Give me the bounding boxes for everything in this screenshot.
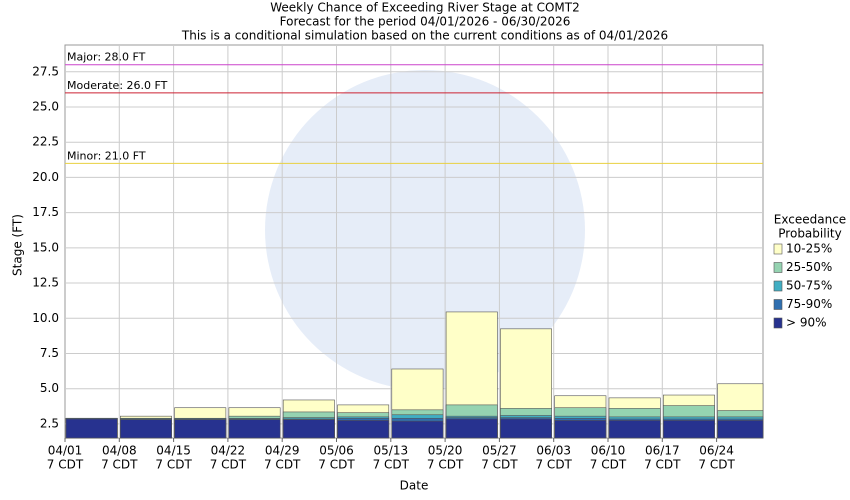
legend-swatch	[773, 280, 783, 292]
x-tick-label: 06/17	[645, 444, 680, 458]
bar	[65, 418, 118, 439]
bar	[717, 420, 764, 439]
y-tick-label: 25.0	[32, 99, 59, 113]
chart-title: Weekly Chance of Exceeding River Stage a…	[270, 1, 579, 15]
y-tick-label: 15.0	[32, 240, 59, 254]
bar	[120, 419, 172, 439]
y-tick-label: 10.0	[32, 311, 59, 325]
legend-swatch	[773, 243, 783, 255]
x-tick-label: 05/13	[374, 444, 409, 458]
x-tick-label: 05/06	[319, 444, 354, 458]
x-tick-label: 06/10	[591, 444, 626, 458]
chart-subtitle: Forecast for the period 04/01/2026 - 06/…	[280, 15, 571, 29]
bar	[337, 420, 390, 439]
y-tick-label: 2.5	[40, 416, 59, 430]
legend-swatch	[773, 262, 783, 273]
y-tick-label: 12.5	[32, 276, 59, 290]
x-tick-label: 06/24	[699, 444, 734, 458]
threshold-label: Minor: 21.0 FT	[67, 149, 146, 162]
chart-note: This is a conditional simulation based o…	[181, 29, 668, 43]
y-axis-label: Stage (FT)	[11, 214, 25, 276]
y-tick-label: 7.5	[40, 346, 59, 360]
x-tick-sublabel: 7 CDT	[318, 458, 355, 472]
legend-label: 50-75%	[786, 279, 832, 293]
x-tick-sublabel: 7 CDT	[427, 458, 464, 472]
x-tick-label: 04/08	[102, 444, 137, 458]
bar	[282, 419, 335, 439]
x-tick-sublabel: 7 CDT	[101, 458, 138, 472]
y-tick-label: 17.5	[32, 205, 59, 219]
x-tick-label: 04/29	[265, 444, 300, 458]
x-tick-sublabel: 7 CDT	[535, 458, 572, 472]
x-axis-label: Date	[400, 479, 429, 493]
bar	[174, 419, 227, 439]
bar	[228, 419, 281, 439]
x-tick-label: 05/27	[482, 444, 517, 458]
legend-label: 10-25%	[786, 242, 832, 256]
legend-title: Probability	[778, 227, 841, 241]
threshold-label: Moderate: 26.0 FT	[67, 79, 168, 92]
bar	[554, 420, 607, 439]
bar	[500, 418, 552, 439]
legend-swatch	[773, 317, 783, 329]
x-tick-label: 06/03	[536, 444, 571, 458]
legend-swatch	[773, 299, 783, 310]
bar	[608, 420, 661, 439]
legend-label: 25-50%	[786, 260, 832, 274]
y-tick-label: 27.5	[32, 64, 59, 78]
x-tick-sublabel: 7 CDT	[590, 458, 627, 472]
threshold-label: Major: 28.0 FT	[67, 51, 146, 64]
x-tick-label: 04/01	[48, 444, 83, 458]
x-tick-label: 05/20	[428, 444, 463, 458]
legend-label: > 90%	[786, 316, 827, 330]
bar	[445, 418, 498, 439]
watermark	[265, 70, 585, 390]
x-tick-sublabel: 7 CDT	[481, 458, 518, 472]
y-tick-label: 22.5	[32, 135, 59, 149]
x-tick-sublabel: 7 CDT	[373, 458, 410, 472]
x-tick-sublabel: 7 CDT	[264, 458, 301, 472]
y-tick-label: 20.0	[32, 170, 59, 184]
bar	[391, 420, 444, 439]
y-tick-label: 5.0	[40, 381, 59, 395]
x-tick-sublabel: 7 CDT	[698, 458, 735, 472]
x-tick-label: 04/22	[211, 444, 246, 458]
x-tick-sublabel: 7 CDT	[155, 458, 192, 472]
bar	[662, 420, 715, 439]
x-tick-sublabel: 7 CDT	[644, 458, 681, 472]
x-tick-sublabel: 7 CDT	[47, 458, 84, 472]
x-tick-sublabel: 7 CDT	[210, 458, 247, 472]
legend-title: Exceedance	[774, 213, 846, 227]
legend-label: 75-90%	[786, 297, 832, 311]
x-tick-label: 04/15	[156, 444, 191, 458]
